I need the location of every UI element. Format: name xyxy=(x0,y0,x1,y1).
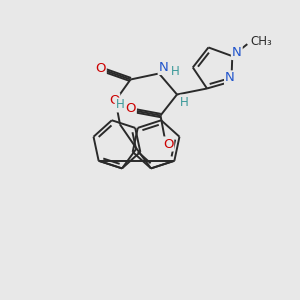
Text: O: O xyxy=(125,101,136,115)
Text: O: O xyxy=(109,94,119,107)
Text: CH₃: CH₃ xyxy=(250,34,272,48)
Text: H: H xyxy=(171,64,180,78)
Text: O: O xyxy=(95,62,106,75)
Text: N: N xyxy=(225,71,235,84)
Text: H: H xyxy=(116,98,124,112)
Text: H: H xyxy=(180,95,189,109)
Text: N: N xyxy=(232,46,242,59)
Text: O: O xyxy=(163,137,173,151)
Text: N: N xyxy=(159,61,168,74)
